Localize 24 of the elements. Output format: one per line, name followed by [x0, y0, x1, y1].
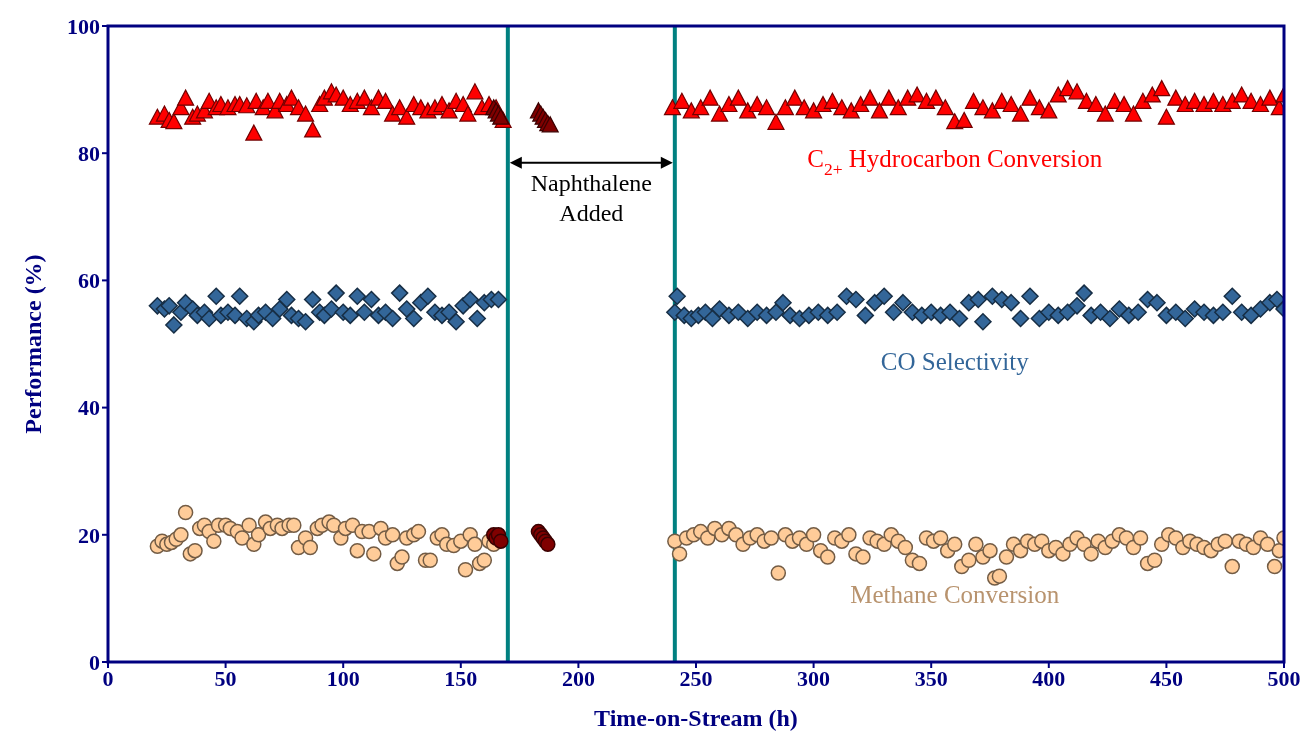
- point: [493, 533, 509, 549]
- x-tick-label: 400: [1032, 665, 1066, 691]
- x-tick-label: 250: [679, 665, 713, 691]
- series-label: C$_{2+}$ Hydrocarbon Conversion: [807, 144, 1103, 179]
- series-label: CO Selectivity: [880, 347, 1030, 375]
- x-tick-label: 150: [444, 665, 478, 691]
- x-tick-label: 350: [914, 665, 948, 691]
- y-tick-label: 20: [78, 522, 100, 548]
- series-label: Methane Conversion: [850, 580, 1060, 608]
- x-axis-title: Time-on-Stream (h): [594, 705, 798, 731]
- x-tick-label: 50: [214, 665, 237, 691]
- y-tick-label: 60: [78, 268, 100, 294]
- y-axis-title: Performance (%): [19, 254, 46, 434]
- x-tick-label: 100: [326, 665, 360, 691]
- point: [540, 536, 556, 553]
- x-tick-label: 500: [1267, 665, 1301, 691]
- y-tick-label: 100: [67, 13, 100, 39]
- x-tick-label: 450: [1149, 665, 1183, 691]
- y-tick-label: 80: [78, 141, 100, 167]
- x-tick-label: 200: [561, 665, 595, 691]
- y-tick-label: 0: [89, 649, 100, 675]
- x-tick-label: 300: [797, 665, 831, 691]
- y-tick-label: 40: [78, 395, 100, 421]
- annotation: Naphthalene Added: [530, 170, 652, 227]
